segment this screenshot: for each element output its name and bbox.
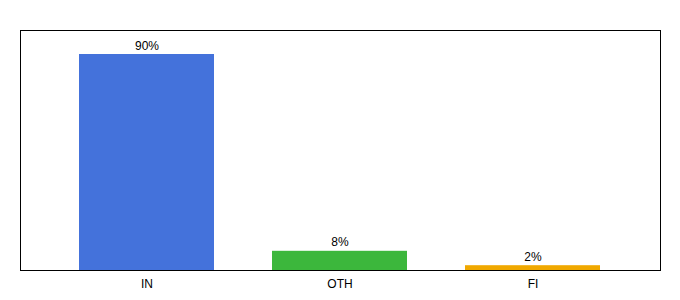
svg-text:90%: 90% bbox=[135, 39, 159, 53]
svg-text:IN: IN bbox=[141, 277, 153, 291]
svg-text:FI: FI bbox=[528, 277, 539, 291]
svg-text:8%: 8% bbox=[331, 235, 349, 249]
svg-text:OTH: OTH bbox=[327, 277, 352, 291]
svg-text:2%: 2% bbox=[524, 250, 542, 264]
